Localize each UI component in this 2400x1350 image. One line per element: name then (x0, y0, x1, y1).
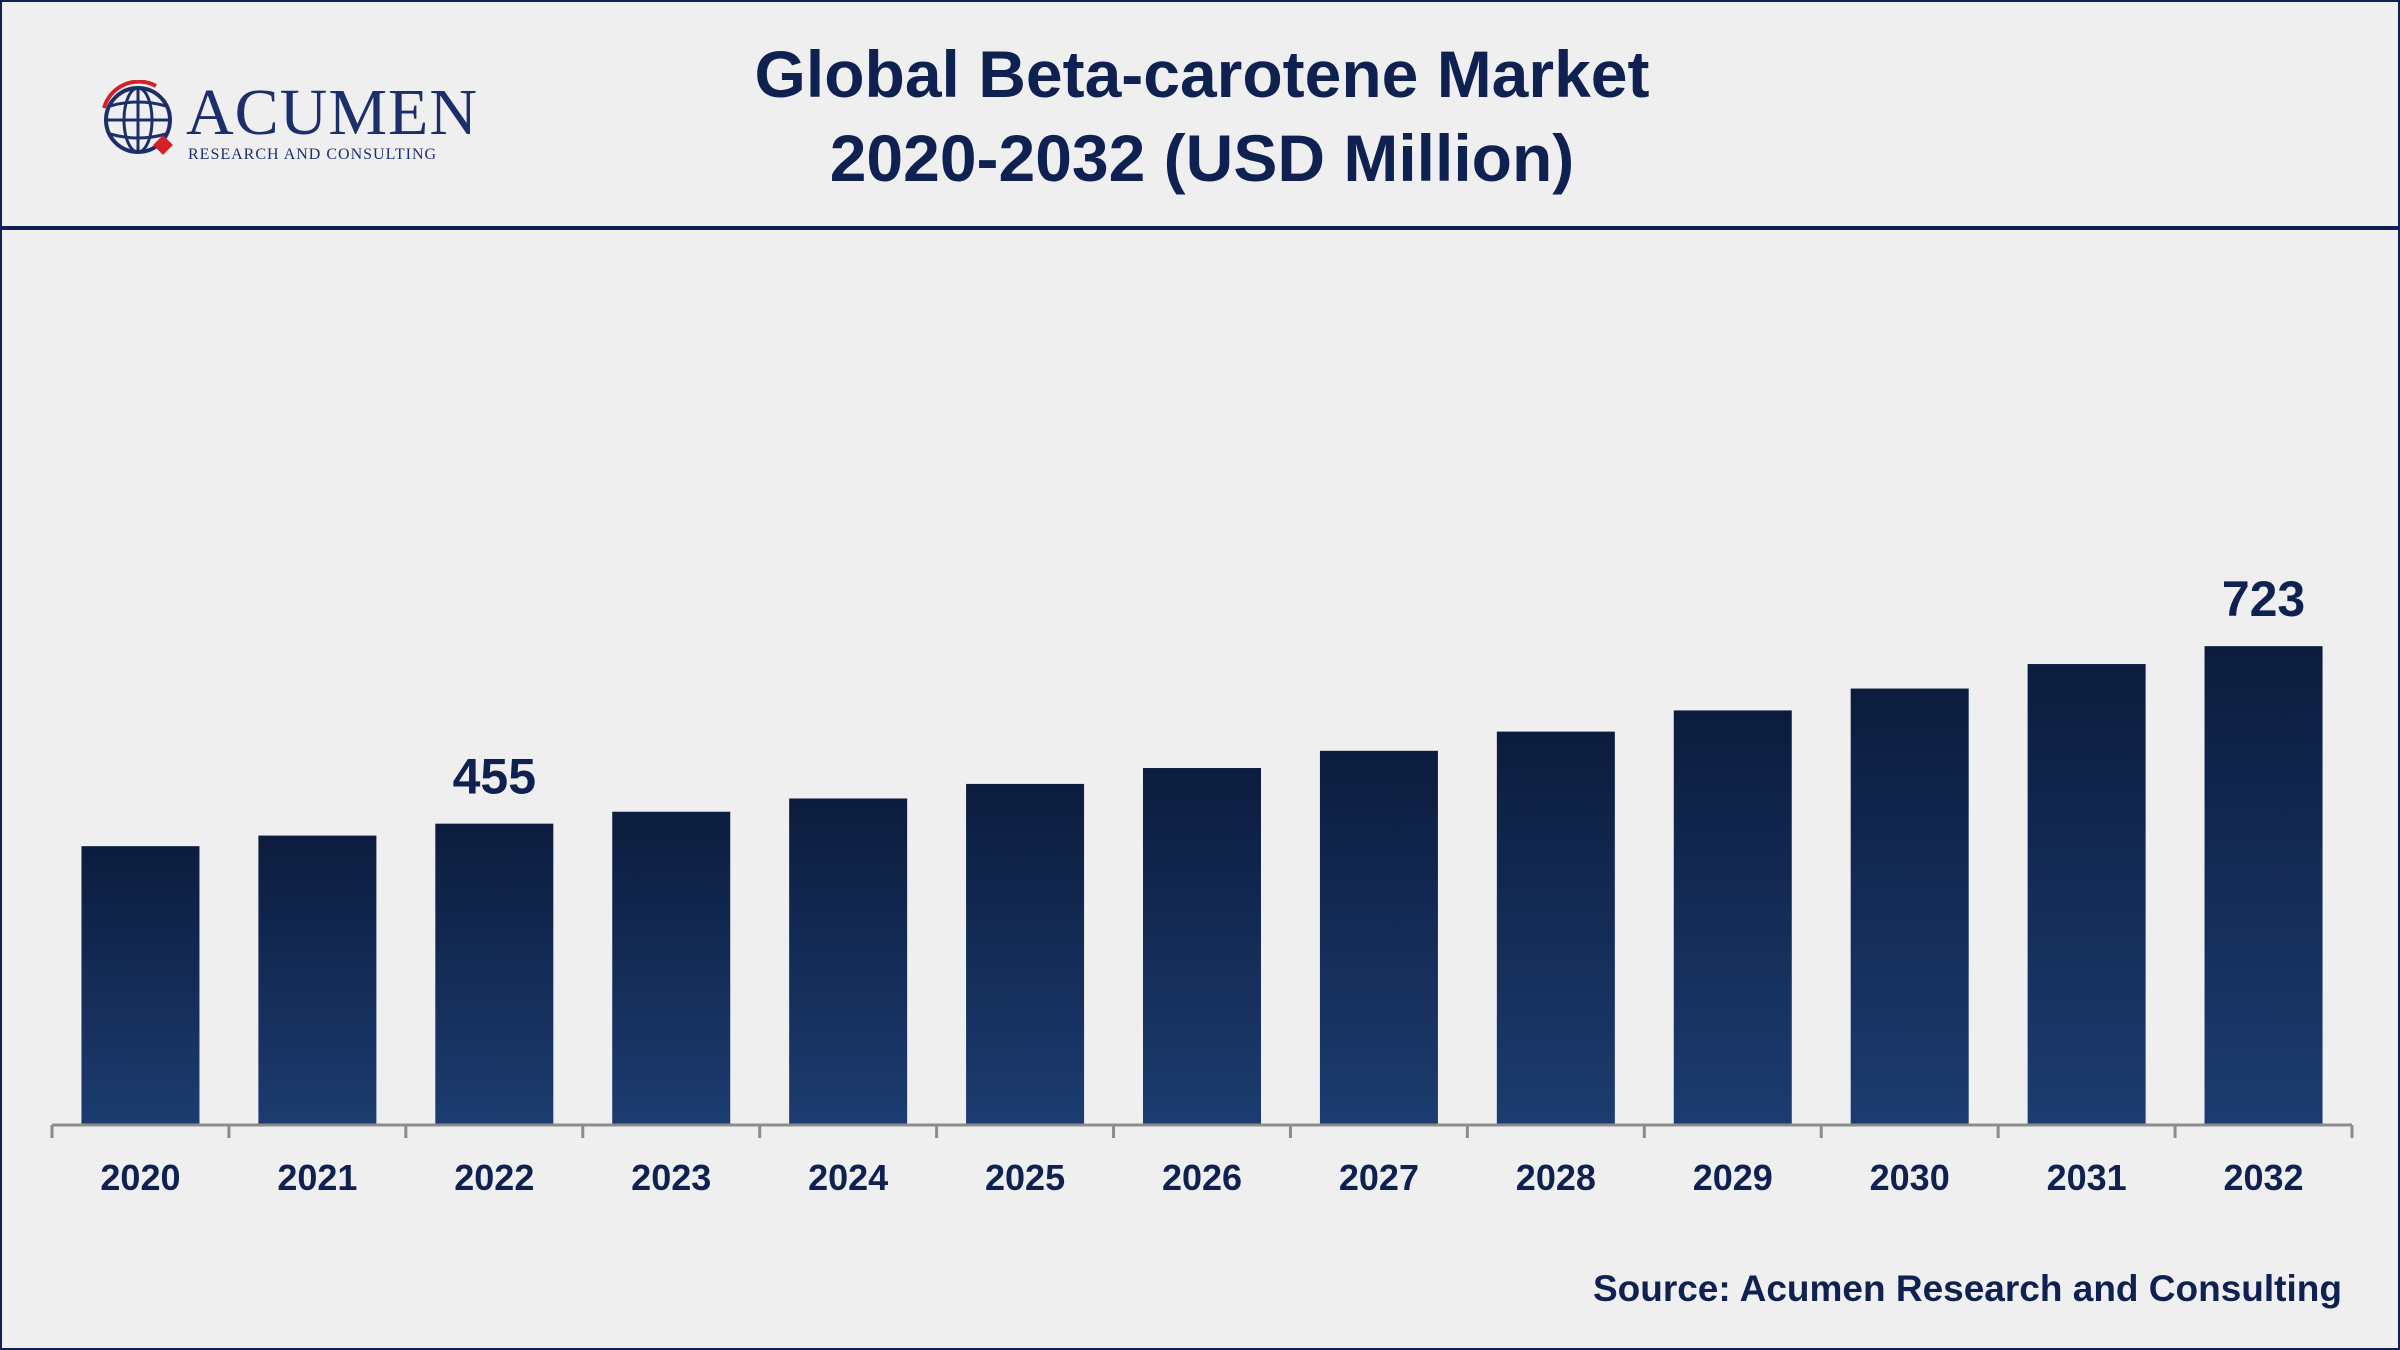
title-line-1: Global Beta-carotene Market (754, 37, 1650, 111)
tick-label-2028: 2028 (1516, 1157, 1596, 1198)
tick-label-2029: 2029 (1693, 1157, 1773, 1198)
bar-2027 (1319, 750, 1438, 1125)
bar-2025 (966, 783, 1085, 1125)
bar-2026 (1143, 768, 1261, 1125)
logo-wordmark: ACUMEN (186, 76, 479, 149)
bar-2032 (2204, 646, 2323, 1125)
tick-label-2020: 2020 (100, 1157, 180, 1198)
tick-label-2031: 2031 (2047, 1157, 2127, 1198)
bar-2028 (1496, 731, 1615, 1125)
tick-label-2023: 2023 (631, 1157, 711, 1198)
bar-2030 (1850, 688, 1969, 1125)
tick-label-2025: 2025 (985, 1157, 1065, 1198)
tick-label-2032: 2032 (2223, 1157, 2303, 1198)
tick-label-2026: 2026 (1162, 1157, 1242, 1198)
tick-label-2022: 2022 (454, 1157, 534, 1198)
logo-tagline: RESEARCH AND CONSULTING (188, 146, 438, 163)
bar-2024 (789, 798, 908, 1125)
x-axis (50, 1123, 2354, 1138)
bar-2021 (258, 835, 377, 1125)
header: ACUMEN RESEARCH AND CONSULTING Global Be… (2, 2, 2398, 230)
tick-label-2021: 2021 (277, 1157, 357, 1198)
bar-2022 (435, 823, 554, 1125)
bar-2020 (81, 846, 200, 1125)
source-note: Source: Acumen Research and Consulting (1592, 1268, 2342, 1309)
tick-label-2030: 2030 (1870, 1157, 1950, 1198)
tick-label-2027: 2027 (1339, 1157, 1419, 1198)
logo: ACUMEN RESEARCH AND CONSULTING (98, 74, 478, 174)
bar-2023 (612, 811, 731, 1125)
data-label-2032: 723 (2222, 571, 2305, 627)
labels-group: 2020 2021 2022 455 2023 2024 2025 2026 2027 2028 2… (100, 571, 2305, 1198)
globe-icon (102, 80, 173, 155)
bar-2031 (2027, 664, 2146, 1125)
title-line-2: 2020-2032 (USD Million) (829, 121, 1575, 195)
bar-2029 (1673, 710, 1792, 1125)
chart-title: Global Beta-carotene Market 2020-2032 (U… (302, 32, 2102, 200)
bars-group (81, 646, 2323, 1125)
data-label-2022: 455 (453, 749, 536, 805)
tick-label-2024: 2024 (808, 1157, 888, 1198)
